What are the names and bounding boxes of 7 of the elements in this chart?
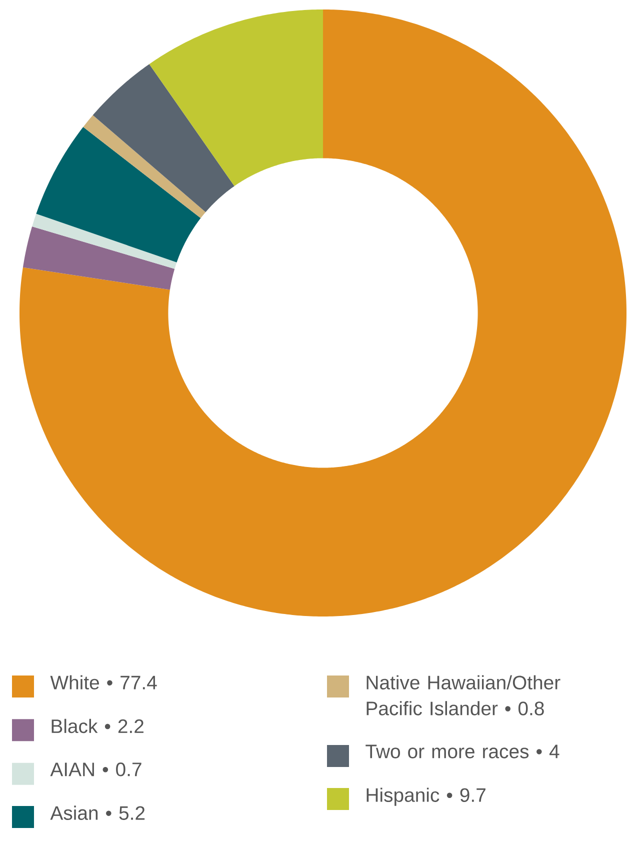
legend-label: AIAN • 0.7 — [50, 762, 142, 776]
legend-label: Two or more races • 4 — [366, 744, 560, 758]
legend-label: Hispanic • 9.7 — [366, 788, 486, 806]
legend-label: White • 77.4 — [50, 675, 157, 690]
legend-label: Asian • 5.2 — [50, 806, 145, 820]
legend-label: Native Hawaiian/Other Pacific Islander • 0.8 — [366, 675, 560, 716]
legend-label: Black • 2.2 — [52, 718, 144, 734]
